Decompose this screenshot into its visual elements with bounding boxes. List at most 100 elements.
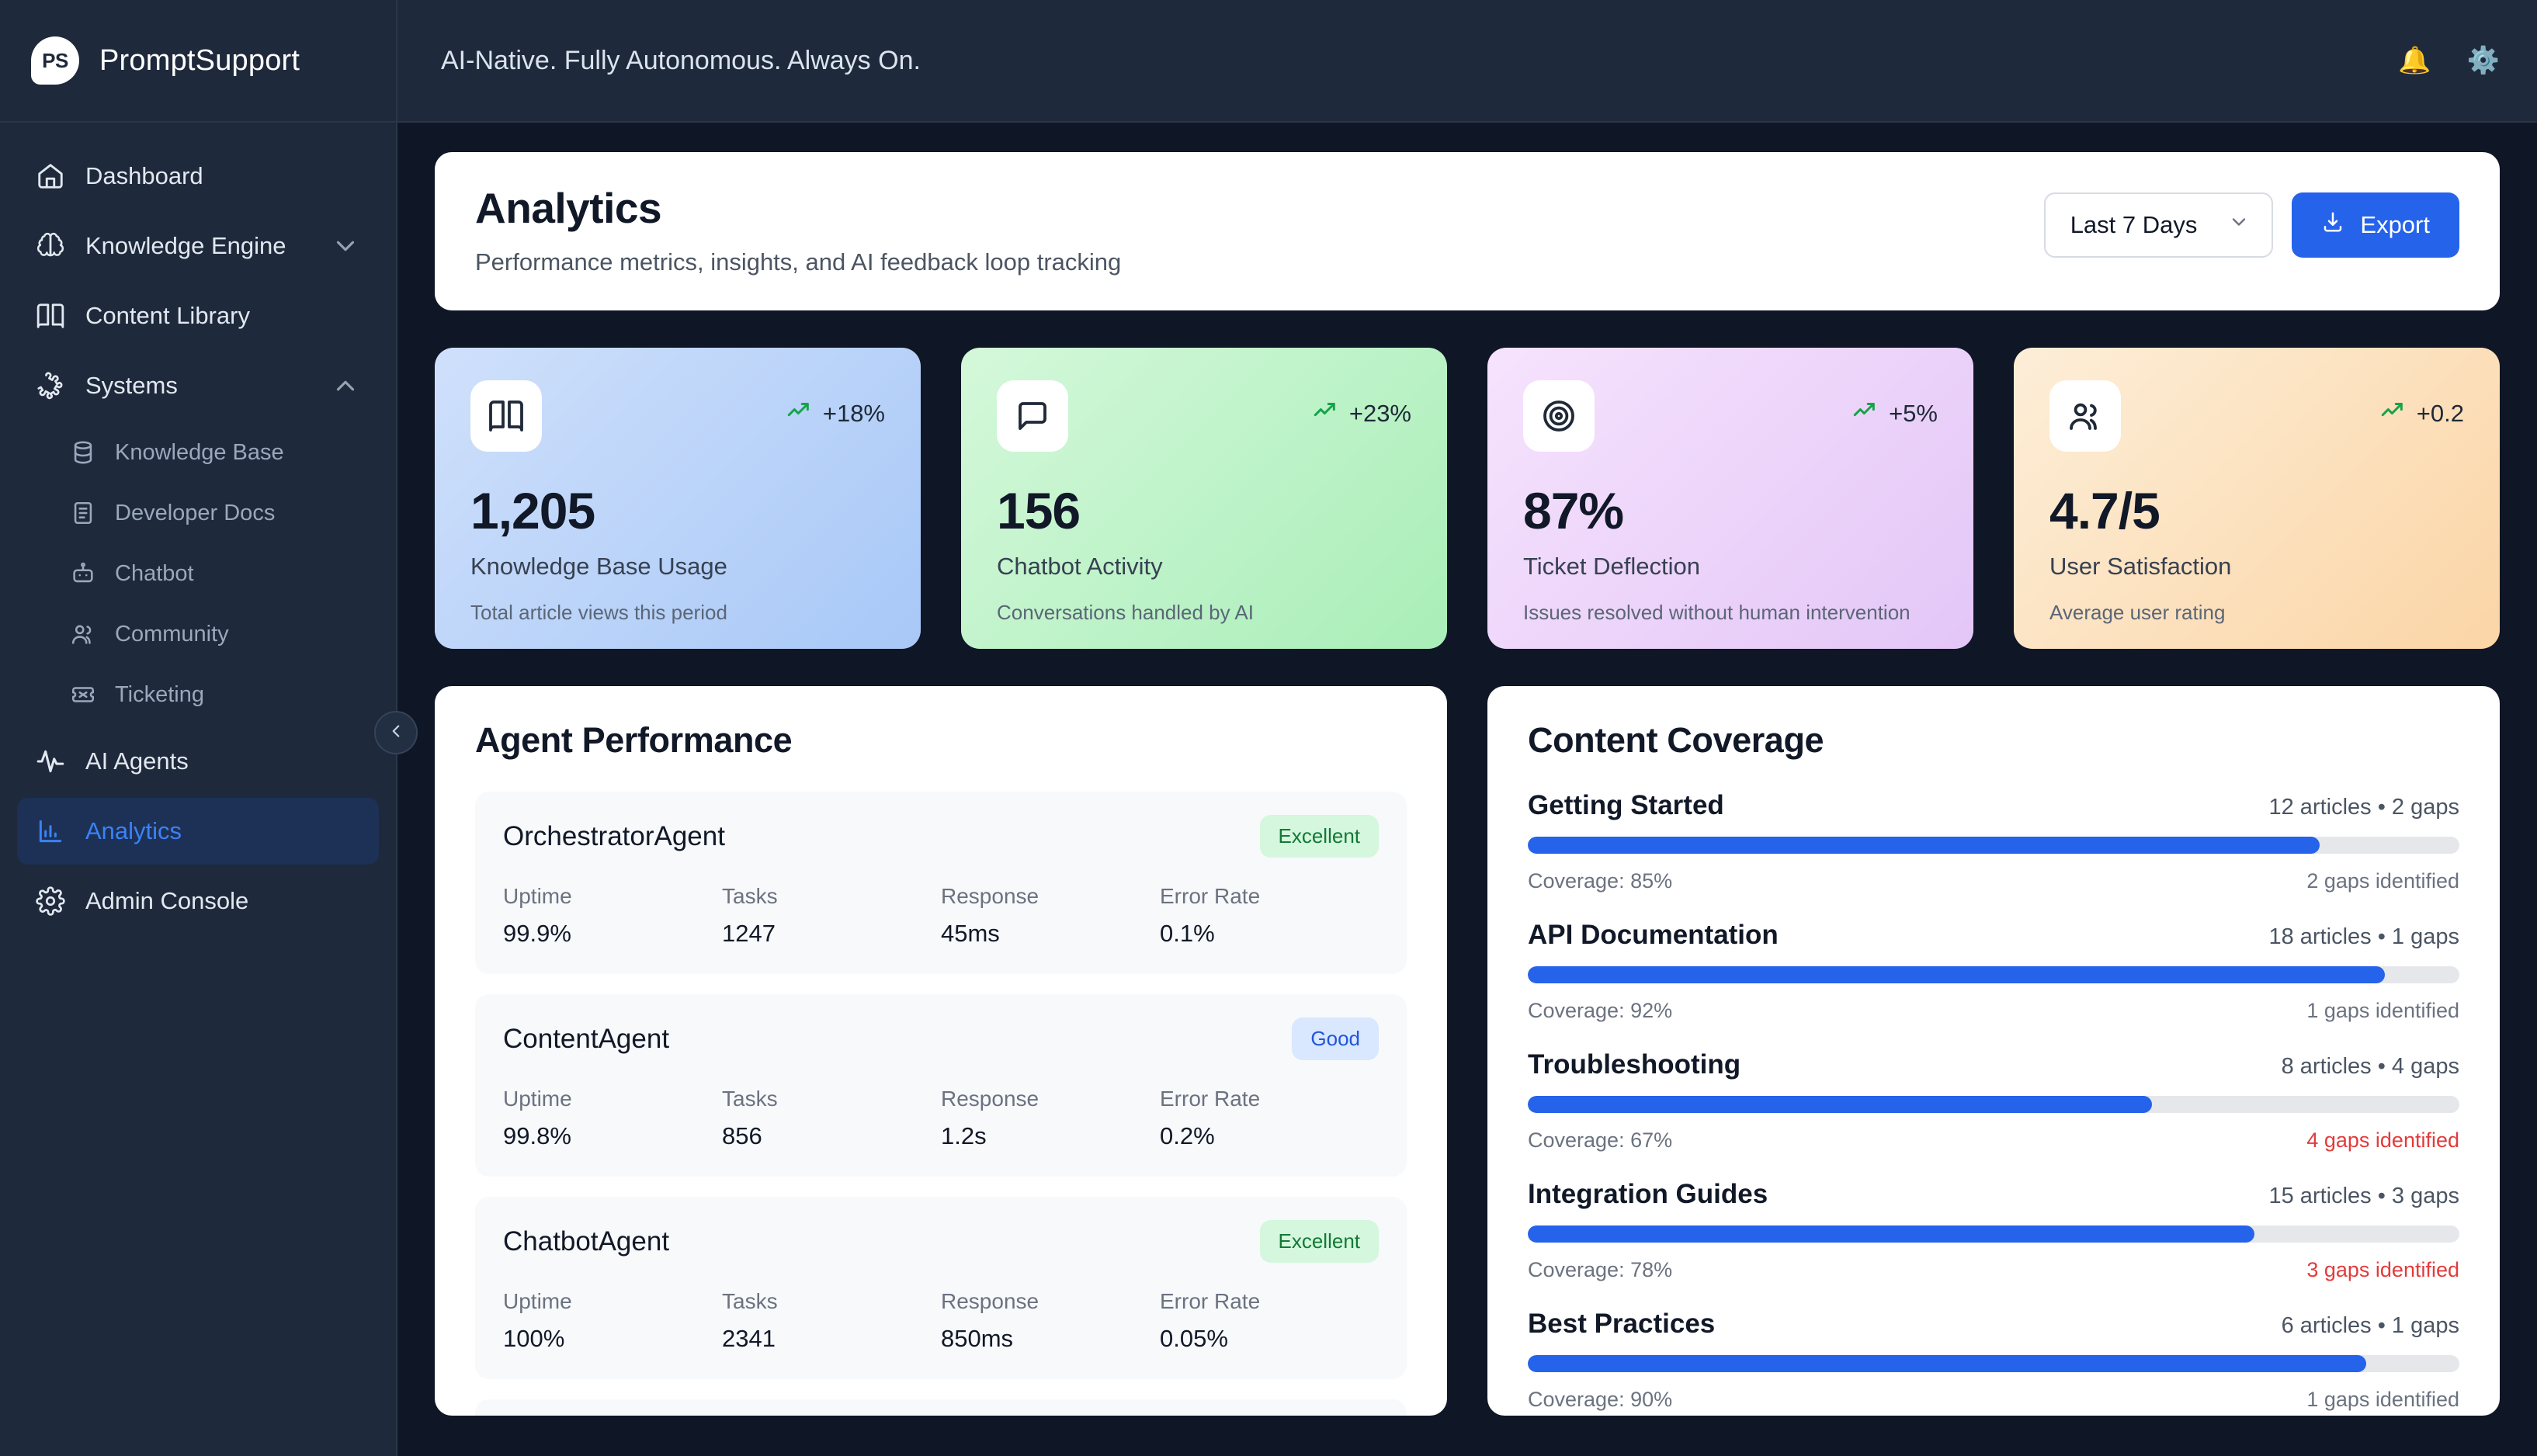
progress-bar-fill xyxy=(1528,1225,2254,1243)
metric-label: Tasks xyxy=(722,1289,778,1313)
sidebar-item-label: Content Library xyxy=(85,302,250,329)
sidebar-item-chatbot[interactable]: Chatbot xyxy=(17,543,379,604)
sidebar-item-ticketing[interactable]: Ticketing xyxy=(17,664,379,725)
chevron-up-icon[interactable] xyxy=(331,371,360,400)
metric-label: Error Rate xyxy=(1160,884,1261,908)
sidebar-item-systems[interactable]: Systems xyxy=(17,352,379,419)
sidebar-subitem-label: Developer Docs xyxy=(115,500,276,525)
page-header-card: Analytics Performance metrics, insights,… xyxy=(435,152,2500,310)
coverage-gaps: 2 gaps identified xyxy=(2306,869,2459,893)
coverage-category-name: API Documentation xyxy=(1528,920,1779,950)
list-item[interactable]: Integration Guides 15 articles • 3 gaps … xyxy=(1528,1179,2459,1282)
progress-bar-fill xyxy=(1528,966,2385,983)
stat-value: 156 xyxy=(997,482,1081,539)
stat-trend-value: +5% xyxy=(1889,400,1938,427)
sidebar-item-dashboard[interactable]: Dashboard xyxy=(17,143,379,210)
brand-initials: PS xyxy=(42,48,68,72)
coverage-percent: Coverage: 78% xyxy=(1528,1258,1673,1281)
page-title: Analytics xyxy=(475,184,662,232)
sidebar-item-knowledge-base[interactable]: Knowledge Base xyxy=(17,422,379,483)
bar-chart-icon xyxy=(36,816,65,846)
status-badge: Good xyxy=(1292,1017,1379,1060)
sidebar-collapse-button[interactable] xyxy=(374,711,418,754)
metric-tasks: Tasks 2341 xyxy=(722,1289,941,1353)
metric-value: 0.05% xyxy=(1160,1325,1228,1352)
metric-value: 100% xyxy=(503,1325,565,1352)
export-button[interactable]: Export xyxy=(2292,192,2459,258)
coverage-count: 8 articles • 4 gaps xyxy=(2281,1054,2459,1079)
sidebar-item-community[interactable]: Community xyxy=(17,604,379,664)
list-item[interactable]: Best Practices 6 articles • 1 gaps Cover… xyxy=(1528,1309,2459,1412)
stat-card-knowledge-base-usage[interactable]: +18% 1,205 Knowledge Base Usage Total ar… xyxy=(435,348,921,649)
table-row[interactable]: ContentAgent Good Uptime 99.8% Tasks xyxy=(475,994,1407,1177)
stat-card-top: +0.2 xyxy=(2049,380,2464,452)
coverage-percent: Coverage: 67% xyxy=(1528,1128,1673,1152)
metric-uptime: Uptime 100% xyxy=(503,1289,722,1353)
page-actions: Last 7 Days Export xyxy=(2043,183,2459,258)
content-coverage-panel: Content Coverage Getting Started 12 arti… xyxy=(1487,686,2500,1416)
sidebar-item-admin-console[interactable]: Admin Console xyxy=(17,868,379,934)
gear-icon[interactable]: ⚙️ xyxy=(2466,46,2500,75)
table-row[interactable]: ChatbotAgent Excellent Uptime 100% Tasks xyxy=(475,1197,1407,1379)
coverage-category-name: Best Practices xyxy=(1528,1309,1716,1339)
coverage-head: Best Practices 6 articles • 1 gaps xyxy=(1528,1309,2459,1340)
stat-trend: +5% xyxy=(1852,380,1938,430)
coverage-count: 12 articles • 2 gaps xyxy=(2268,795,2459,820)
sidebar-item-developer-docs[interactable]: Developer Docs xyxy=(17,483,379,543)
stat-card-top: +5% xyxy=(1523,380,1938,452)
panel-title: Content Coverage xyxy=(1528,720,1824,760)
sidebar-subitem-label: Chatbot xyxy=(115,560,194,586)
sidebar-item-analytics[interactable]: Analytics xyxy=(17,798,379,865)
topbar-actions: 🔔 ⚙️ xyxy=(2398,47,2500,74)
activity-icon xyxy=(36,747,65,776)
chevron-down-icon[interactable] xyxy=(331,231,360,261)
page-subtitle: Performance metrics, insights, and AI fe… xyxy=(475,248,1122,276)
metric-error-rate: Error Rate 0.05% xyxy=(1160,1289,1379,1353)
agent-list: OrchestratorAgent Excellent Uptime 99.9%… xyxy=(475,792,1407,1416)
book-icon xyxy=(470,380,542,452)
metric-uptime: Uptime 99.8% xyxy=(503,1087,722,1150)
coverage-head: Troubleshooting 8 articles • 4 gaps xyxy=(1528,1049,2459,1080)
sidebar-item-content-library[interactable]: Content Library xyxy=(17,283,379,349)
metric-value: 0.2% xyxy=(1160,1122,1215,1149)
stat-value: 4.7/5 xyxy=(2049,482,2160,539)
list-item[interactable]: Troubleshooting 8 articles • 4 gaps Cove… xyxy=(1528,1049,2459,1153)
sidebar-subitem-label: Ticketing xyxy=(115,681,204,707)
coverage-gaps: 1 gaps identified xyxy=(2306,999,2459,1022)
date-range-select[interactable]: Last 7 Days xyxy=(2043,192,2274,258)
list-item[interactable]: API Documentation 18 articles • 1 gaps C… xyxy=(1528,920,2459,1023)
table-row[interactable]: OrchestratorAgent Excellent Uptime 99.9%… xyxy=(475,792,1407,974)
sidebar-item-label: AI Agents xyxy=(85,747,189,775)
trending-up-icon xyxy=(2379,397,2406,430)
coverage-count: 18 articles • 1 gaps xyxy=(2268,924,2459,949)
sidebar: PS PromptSupport Dashboard Knowledge Eng… xyxy=(0,0,418,1456)
metric-value: 99.9% xyxy=(503,920,571,947)
bell-icon[interactable]: 🔔 xyxy=(2398,46,2431,75)
metric-response: Response 850ms xyxy=(941,1289,1160,1353)
progress-bar-fill xyxy=(1528,1355,2366,1372)
list-item[interactable]: Getting Started 12 articles • 2 gaps Cov… xyxy=(1528,790,2459,893)
metric-label: Error Rate xyxy=(1160,1289,1261,1313)
sidebar-subitem-label: Community xyxy=(115,621,229,647)
agent-name: ContentAgent xyxy=(503,1023,670,1054)
metric-uptime: Uptime 99.9% xyxy=(503,884,722,948)
stat-card-user-satisfaction[interactable]: +0.2 4.7/5 User Satisfaction Average use… xyxy=(2014,348,2500,649)
progress-bar-track xyxy=(1528,1355,2459,1372)
brand[interactable]: PS PromptSupport xyxy=(0,0,396,123)
sidebar-item-ai-agents[interactable]: AI Agents xyxy=(17,728,379,795)
users-icon xyxy=(70,621,96,647)
metric-value: 99.8% xyxy=(503,1122,571,1149)
stat-card-ticket-deflection[interactable]: +5% 87% Ticket Deflection Issues resolve… xyxy=(1487,348,1973,649)
stat-label: Chatbot Activity xyxy=(997,553,1163,580)
sidebar-item-knowledge-engine[interactable]: Knowledge Engine xyxy=(17,213,379,279)
table-row[interactable]: TicketingAgent Warning xyxy=(475,1399,1407,1416)
stat-trend: +23% xyxy=(1312,380,1411,430)
stat-trend: +18% xyxy=(786,380,885,430)
page-content: Analytics Performance metrics, insights,… xyxy=(397,123,2537,1456)
metric-value: 45ms xyxy=(941,920,1000,947)
brain-icon xyxy=(36,231,65,261)
coverage-foot: Coverage: 90% 1 gaps identified xyxy=(1528,1388,2459,1412)
metric-value: 0.1% xyxy=(1160,920,1215,947)
stat-card-chatbot-activity[interactable]: +23% 156 Chatbot Activity Conversations … xyxy=(961,348,1447,649)
